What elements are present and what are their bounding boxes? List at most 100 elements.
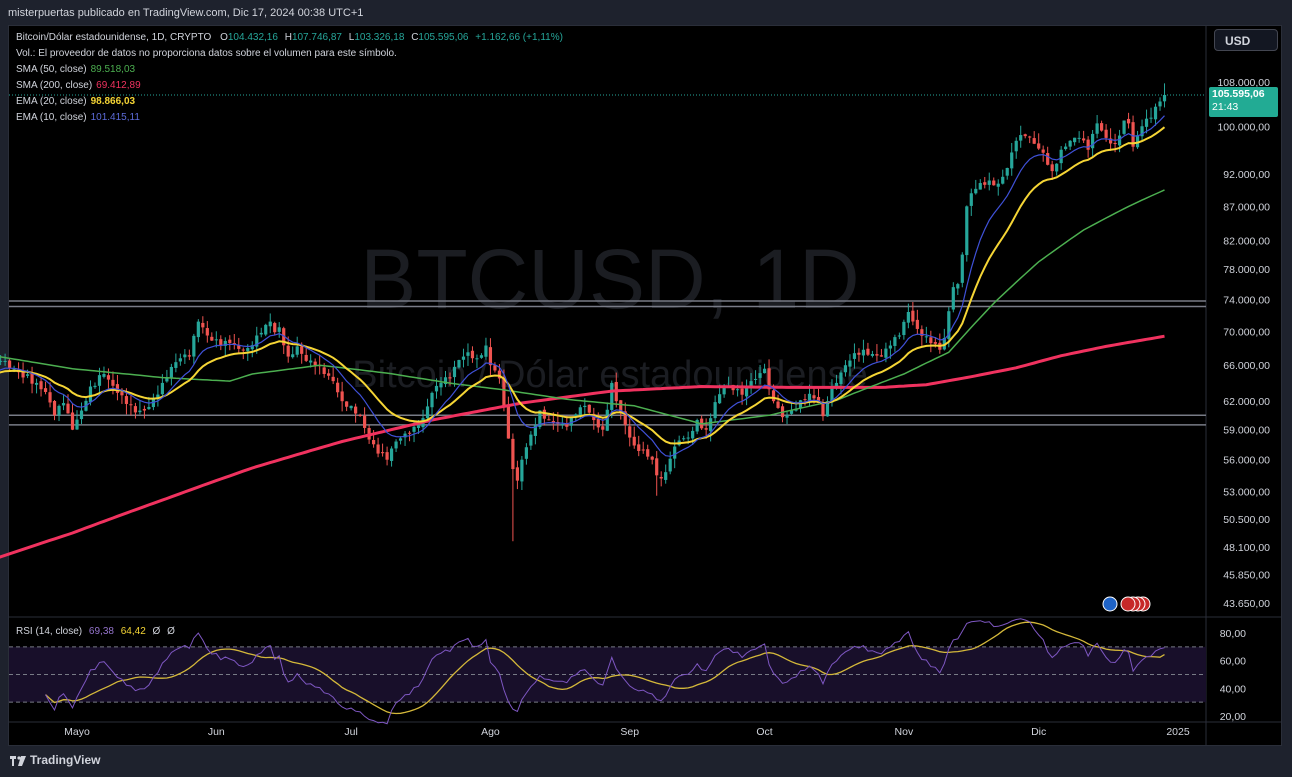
- ohlc-open-label: O: [220, 32, 228, 43]
- ema10-legend[interactable]: EMA (10, close) 101.415,11: [16, 112, 140, 123]
- candle-body: [358, 414, 362, 416]
- candle-body: [812, 395, 816, 399]
- candle-body: [906, 311, 910, 323]
- candle-body: [956, 284, 960, 289]
- candle-body: [340, 391, 344, 402]
- symbol-title: Bitcoin/Dólar estadounidense, 1D, CRYPTO: [16, 32, 212, 43]
- candle-body: [713, 402, 717, 419]
- candle-body: [1005, 167, 1009, 176]
- candle-body: [758, 373, 762, 378]
- candle-body: [223, 340, 227, 346]
- candle-body: [403, 433, 407, 438]
- candle-body: [461, 356, 466, 360]
- candle-body: [569, 417, 573, 426]
- candle-body: [596, 418, 600, 428]
- ema10-value: 101.415,11: [90, 112, 140, 123]
- candle-body: [1059, 149, 1063, 164]
- candle-body: [753, 378, 758, 380]
- candle-body: [983, 182, 987, 185]
- candle-body: [407, 432, 412, 434]
- candle-body: [43, 388, 48, 392]
- candle-body: [160, 382, 164, 395]
- sma50-legend[interactable]: SMA (50, close) 89.518,03: [16, 64, 135, 75]
- ohlc-low: 103.326,18: [354, 32, 405, 43]
- currency-button[interactable]: USD: [1214, 29, 1278, 51]
- candle-body: [992, 180, 996, 186]
- candle-body: [93, 385, 97, 388]
- x-tick-label: Dic: [1031, 726, 1046, 738]
- candle-body: [664, 472, 668, 480]
- candle-body: [151, 399, 155, 408]
- candle-body: [587, 404, 591, 413]
- candle-body: [111, 379, 115, 386]
- candle-body: [870, 354, 875, 356]
- ema20-value: 98.866,03: [90, 96, 136, 107]
- candle-body: [686, 437, 690, 439]
- tradingview-logo[interactable]: TradingView: [10, 753, 100, 767]
- rsi-tick-label: 20,00: [1220, 711, 1246, 723]
- candle-body: [416, 425, 421, 429]
- x-tick-label: Ago: [481, 726, 500, 738]
- candle-body: [115, 384, 120, 393]
- candle-body: [39, 381, 43, 390]
- candle-body: [529, 434, 533, 446]
- candle-body: [156, 394, 160, 399]
- candle-body: [1108, 138, 1113, 144]
- y-tick-label: 70.000,00: [1223, 326, 1270, 338]
- candle-body: [479, 355, 484, 358]
- ema20-legend[interactable]: EMA (20, close) 98.866,03: [16, 96, 135, 107]
- candle-body: [1113, 142, 1117, 144]
- candle-body: [1117, 135, 1122, 146]
- candle-body: [300, 346, 304, 354]
- candle-body: [524, 447, 528, 459]
- candle-body: [969, 193, 973, 206]
- candle-body: [268, 321, 272, 327]
- y-tick-label: 82.000,00: [1223, 235, 1270, 247]
- sma50-value: 89.518,03: [90, 64, 136, 75]
- candle-body: [1032, 138, 1036, 144]
- last-price-tag: 105.595,06 21:43: [1209, 87, 1278, 117]
- sma200-legend[interactable]: SMA (200, close) 69.412,89: [16, 80, 141, 91]
- candle-body: [439, 382, 443, 388]
- candle-body: [520, 459, 524, 482]
- candle-body: [1073, 137, 1077, 143]
- candle-body: [394, 441, 398, 449]
- candle-body: [61, 403, 66, 406]
- rsi-legend[interactable]: RSI (14, close) 69,38 64,42 Ø Ø: [16, 626, 175, 637]
- candle-body: [322, 367, 326, 375]
- candle-body: [920, 329, 924, 336]
- candle-body: [97, 375, 102, 386]
- volume-note: Vol.: El proveedor de datos no proporcio…: [16, 48, 397, 59]
- candle-body: [57, 405, 61, 416]
- candle-body: [412, 426, 416, 432]
- candle-body: [722, 387, 726, 395]
- ohlc-change: +1.162,66 (+1,11%): [475, 32, 563, 43]
- candle-body: [542, 409, 546, 419]
- bar-countdown: 21:43: [1212, 101, 1239, 113]
- candle-body: [623, 411, 627, 425]
- candle-body: [1153, 106, 1158, 120]
- candle-body: [291, 354, 295, 358]
- ohlc-low-label: L: [348, 32, 355, 43]
- candle-body: [673, 446, 677, 459]
- rsi-label: RSI (14, close): [16, 626, 83, 637]
- symbol-legend[interactable]: Bitcoin/Dólar estadounidense, 1D, CRYPTO…: [16, 32, 563, 43]
- candle-body: [398, 438, 403, 441]
- candle-body: [1082, 138, 1086, 141]
- candle-body: [187, 355, 191, 357]
- candle-body: [371, 440, 376, 445]
- candle-body: [506, 404, 511, 439]
- candle-body: [354, 406, 358, 414]
- candle-body: [1019, 135, 1023, 141]
- y-tick-label: 92.000,00: [1223, 169, 1270, 181]
- candle-body: [578, 407, 582, 416]
- candle-body: [601, 426, 605, 430]
- sma50-label: SMA (50, close): [16, 64, 87, 75]
- ema20-label: EMA (20, close): [16, 96, 87, 107]
- watermark-name: Bitcoin / Dólar estadounidense: [352, 354, 867, 396]
- candle-body: [1050, 164, 1054, 172]
- candle-body: [376, 444, 380, 454]
- candle-body: [228, 339, 232, 344]
- candle-body: [380, 452, 385, 454]
